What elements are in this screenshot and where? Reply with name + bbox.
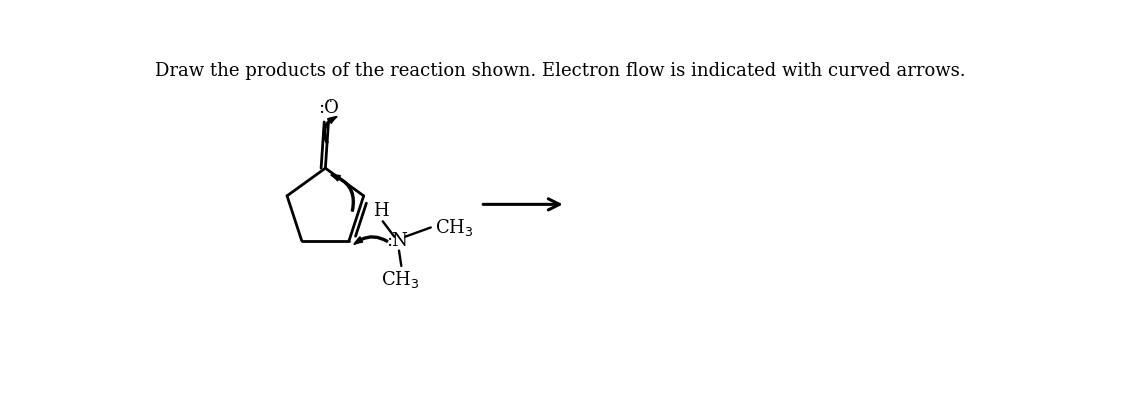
Text: CH$_3$: CH$_3$: [434, 217, 473, 238]
Text: Draw the products of the reaction shown. Electron flow is indicated with curved : Draw the products of the reaction shown.…: [155, 62, 965, 80]
Text: ··: ··: [327, 96, 333, 109]
Text: CH$_3$: CH$_3$: [382, 269, 419, 290]
FancyArrowPatch shape: [354, 236, 387, 244]
Text: :O: :O: [319, 99, 339, 117]
Text: :N: :N: [386, 232, 408, 250]
FancyArrowPatch shape: [323, 117, 337, 143]
Text: H: H: [372, 202, 388, 220]
FancyArrowPatch shape: [331, 175, 354, 211]
